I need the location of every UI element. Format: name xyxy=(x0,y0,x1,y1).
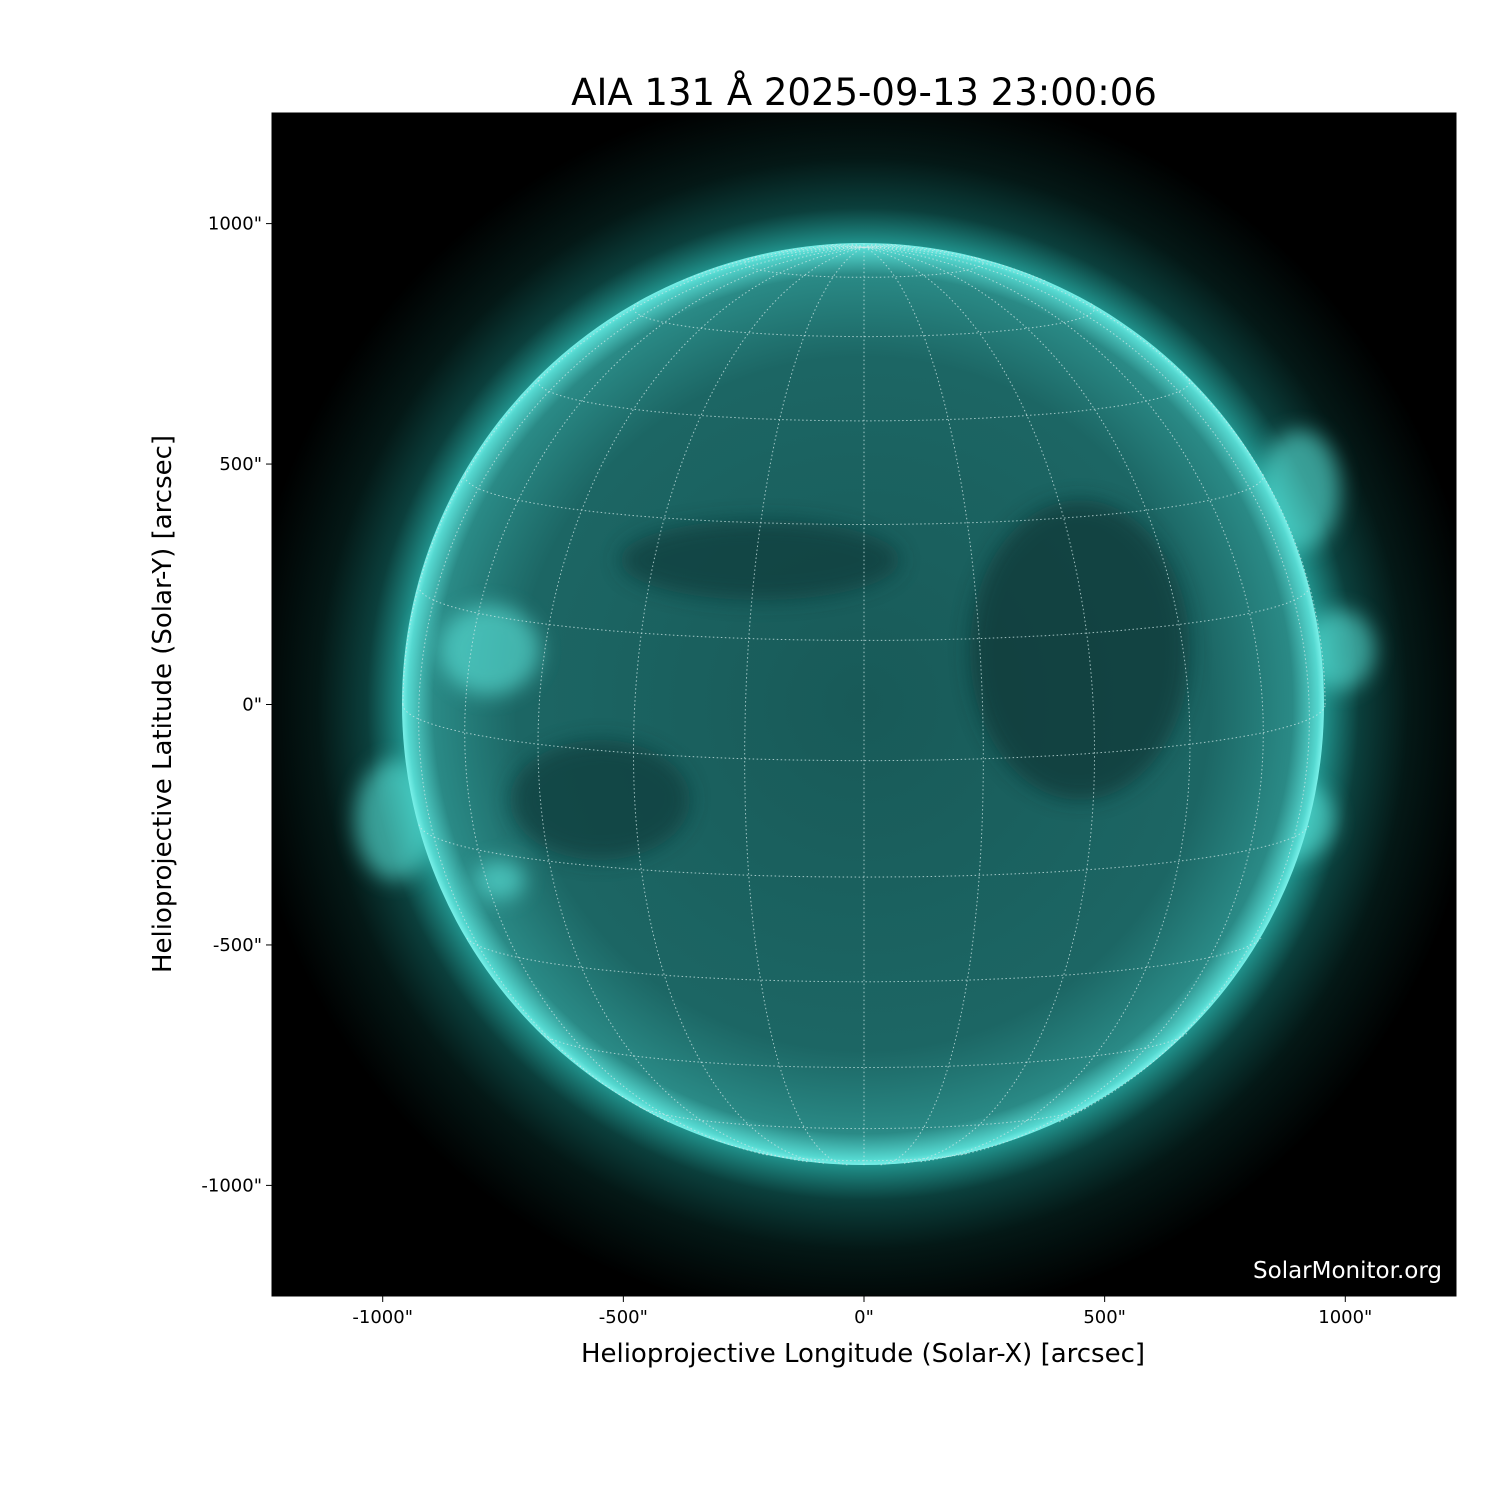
chart-title: AIA 131 Å 2025-09-13 23:00:06 xyxy=(571,70,1157,114)
longitude-line xyxy=(682,246,865,282)
longitude-line xyxy=(863,244,897,248)
latitude-line xyxy=(758,1152,970,1162)
x-axis-label: Helioprojective Longitude (Solar-X) [arc… xyxy=(581,1339,1145,1369)
image-area: SolarMonitor.org xyxy=(272,113,1456,1296)
longitude-line xyxy=(863,246,1046,282)
longitude-line xyxy=(831,244,865,248)
latitude-line xyxy=(640,1106,1088,1130)
latitude-line xyxy=(744,255,984,278)
y-tick-label: 1000" xyxy=(208,214,262,235)
watermark: SolarMonitor.org xyxy=(1253,1258,1442,1284)
y-tick-label: 500" xyxy=(219,454,262,475)
latitude-line xyxy=(540,1032,1188,1068)
latitude-line xyxy=(464,472,1264,525)
latitude-line xyxy=(537,376,1191,422)
longitude-line xyxy=(537,246,865,1163)
longitude-line xyxy=(418,246,865,1123)
x-tick-label: -1000" xyxy=(352,1307,413,1328)
longitude-line xyxy=(780,245,865,252)
x-tick-label: -500" xyxy=(599,1307,648,1328)
longitude-line xyxy=(402,246,865,705)
y-axis-label: Helioprojective Latitude (Solar-Y) [arcs… xyxy=(148,435,178,973)
longitude-line xyxy=(632,246,865,1164)
y-axis: -1000" -500" 0" 500" 1000" xyxy=(201,214,272,1196)
longitude-line xyxy=(863,245,948,252)
x-tick-label: 0" xyxy=(854,1307,874,1328)
latitude-line xyxy=(632,302,1096,338)
y-tick-label: 0" xyxy=(242,695,262,716)
latitude-line xyxy=(418,586,1310,641)
disk-features xyxy=(440,500,1190,900)
y-tick-label: -1000" xyxy=(201,1175,262,1196)
solar-disk xyxy=(402,243,1324,1165)
longitude-line xyxy=(464,246,865,1156)
longitude-line xyxy=(863,246,1096,1164)
longitude-line xyxy=(863,246,1264,1156)
x-tick-label: 1000" xyxy=(1318,1307,1372,1328)
longitude-line xyxy=(863,246,1310,1123)
latitude-line xyxy=(402,704,1326,762)
x-axis: -1000" -500" 0" 500" 1000" xyxy=(352,1296,1372,1328)
x-tick-label: 500" xyxy=(1083,1307,1126,1328)
heliographic-grid xyxy=(402,243,1326,1166)
longitude-line xyxy=(863,246,1191,1163)
longitude-line xyxy=(863,246,1326,705)
y-tick-label: -500" xyxy=(213,935,262,956)
